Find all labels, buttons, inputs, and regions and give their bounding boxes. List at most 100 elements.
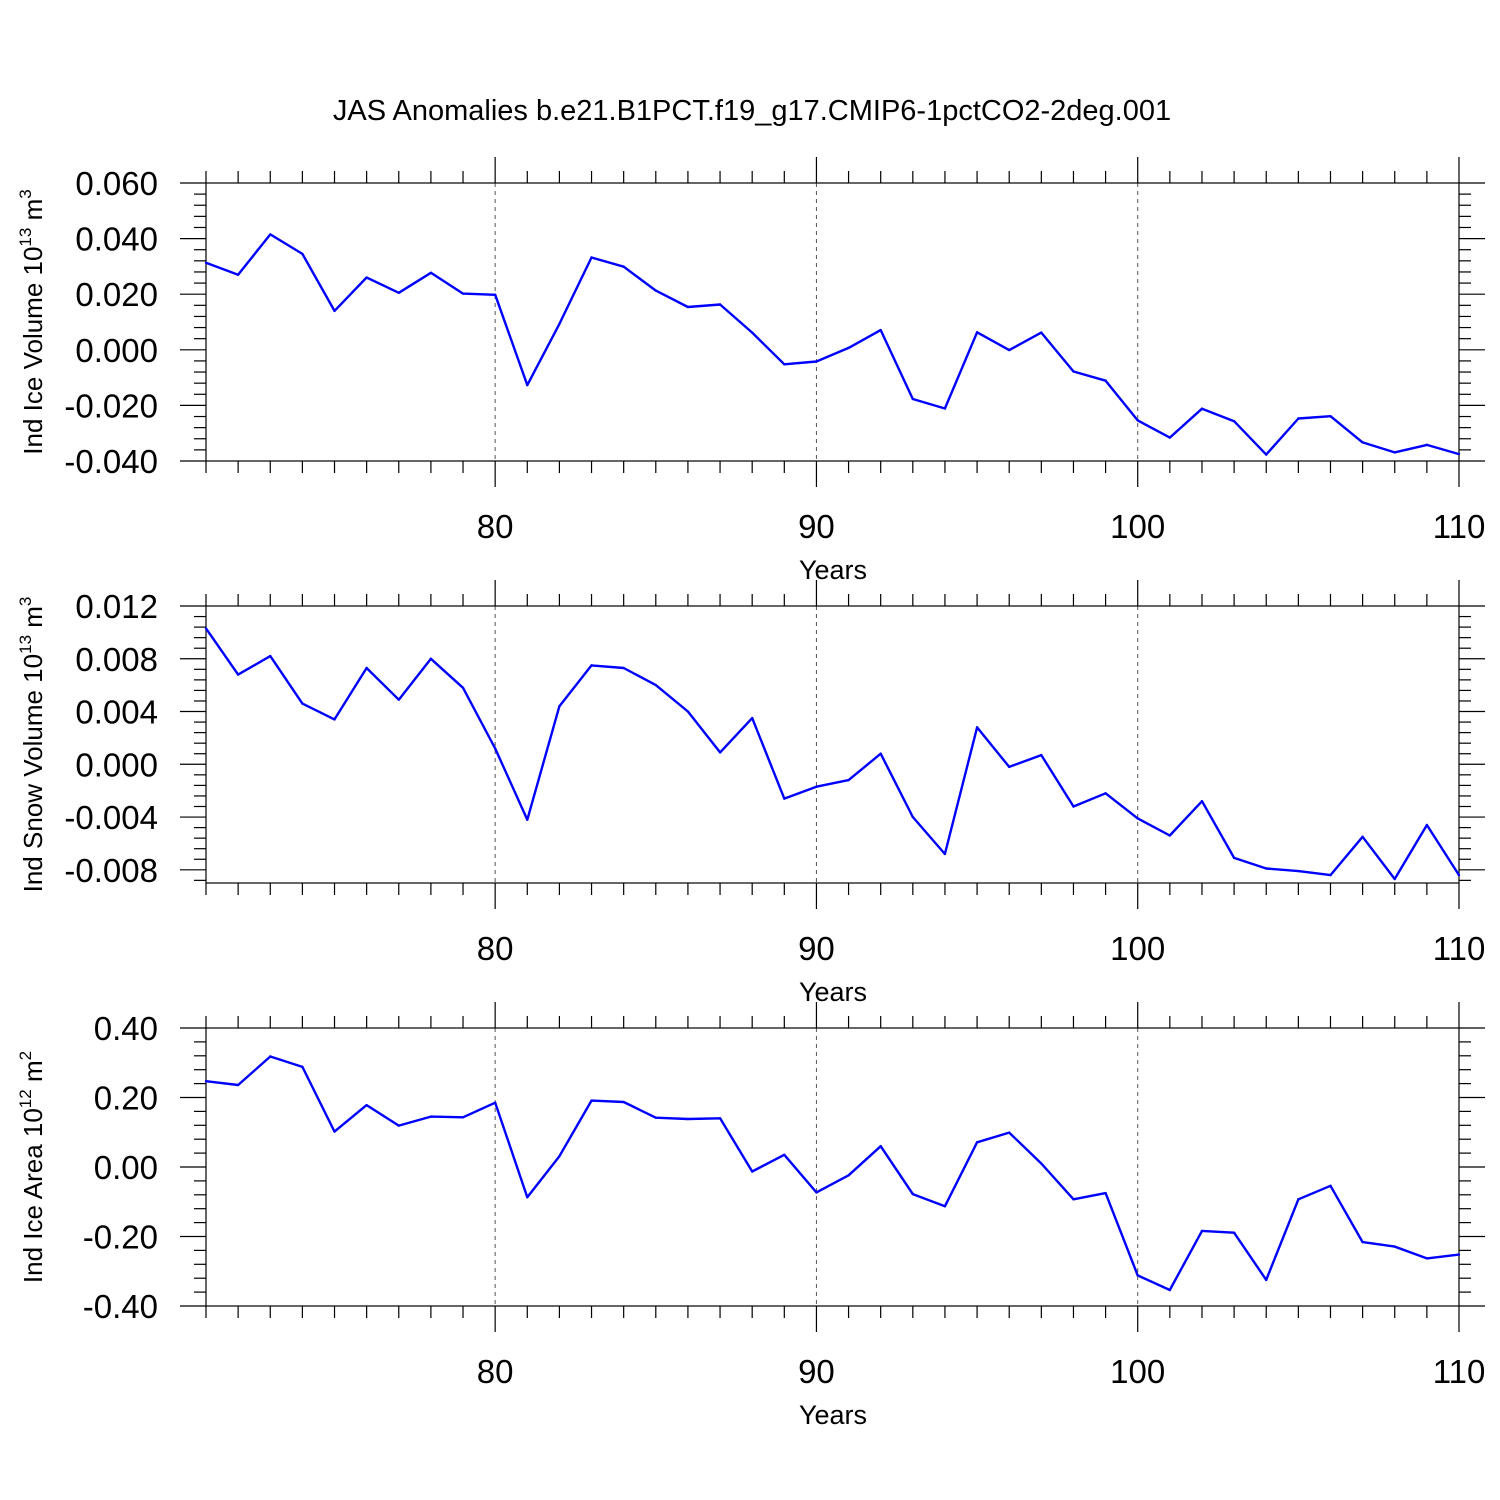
- data-point: [847, 778, 850, 782]
- y-tick-label: 0.20: [94, 1080, 158, 1117]
- data-point: [1168, 436, 1172, 439]
- y-axis-label: Ind Ice Volume 1013 m3: [16, 189, 48, 454]
- x-axis-label: Years: [799, 977, 867, 1007]
- data-point: [1200, 407, 1204, 410]
- x-tick-label: 100: [1110, 1353, 1165, 1390]
- data-point: [590, 256, 593, 259]
- data-point: [1297, 1198, 1300, 1201]
- data-point: [1232, 420, 1236, 423]
- data-point: [204, 627, 208, 630]
- data-point: [429, 657, 433, 660]
- data-point: [461, 1116, 465, 1119]
- plot-frame: [205, 1027, 1460, 1307]
- data-point: [718, 303, 722, 306]
- data-point: [1168, 1288, 1172, 1292]
- data-point: [526, 383, 529, 387]
- data-point: [493, 1101, 497, 1104]
- data-point: [654, 289, 657, 292]
- x-tick-label: 90: [798, 1353, 835, 1390]
- data-point: [1104, 1191, 1107, 1195]
- data-point: [1136, 817, 1139, 820]
- data-point: [333, 309, 336, 313]
- data-point: [879, 1144, 882, 1148]
- data-point: [750, 1170, 754, 1173]
- y-axis-label-part: Ind Ice Area 10: [18, 1108, 48, 1283]
- data-point: [269, 1055, 272, 1058]
- data-point: [397, 698, 400, 701]
- data-point: [526, 1196, 529, 1199]
- data-point: [686, 1117, 690, 1121]
- x-tick-label: 80: [477, 508, 514, 545]
- data-point: [879, 328, 882, 332]
- data-point: [943, 407, 947, 410]
- data-point: [1104, 379, 1107, 382]
- data-point: [1457, 452, 1461, 456]
- data-point: [815, 1191, 818, 1194]
- data-point: [1457, 873, 1461, 877]
- y-tick-label: 0.012: [75, 588, 158, 625]
- data-point: [1072, 1198, 1075, 1201]
- data-point: [815, 785, 818, 788]
- y-axis-label-part: m: [18, 1060, 48, 1089]
- x-tick-label: 80: [477, 930, 514, 967]
- data-point: [1200, 800, 1204, 803]
- data-point: [301, 1065, 304, 1069]
- data-point: [1425, 1257, 1429, 1260]
- data-point: [1361, 441, 1364, 444]
- data-point: [654, 683, 657, 687]
- data-point: [1265, 867, 1268, 870]
- data-point: [1457, 1253, 1461, 1256]
- y-tick-label: -0.40: [83, 1288, 158, 1325]
- y-tick-label: 0.040: [75, 221, 158, 258]
- data-point: [269, 233, 272, 236]
- y-tick-label: 0.000: [75, 332, 158, 369]
- x-tick-label: 100: [1110, 930, 1165, 967]
- data-point: [301, 702, 304, 705]
- data-point: [558, 705, 561, 708]
- data-point: [365, 1103, 368, 1107]
- data-point: [397, 291, 400, 295]
- data-point: [1393, 877, 1396, 881]
- data-point: [1040, 331, 1043, 334]
- data-point: [654, 1116, 657, 1119]
- data-point: [1040, 753, 1043, 757]
- data-point: [718, 1117, 722, 1120]
- data-point: [365, 276, 368, 279]
- data-point: [911, 397, 915, 401]
- data-point: [236, 673, 240, 676]
- figure-title: JAS Anomalies b.e21.B1PCT.f19_g17.CMIP6-…: [333, 95, 1171, 127]
- data-point: [622, 666, 625, 670]
- data-point: [590, 1099, 593, 1102]
- data-point: [847, 1174, 850, 1177]
- x-tick-label: 90: [798, 508, 835, 545]
- data-point: [269, 654, 272, 658]
- data-point: [1232, 1231, 1236, 1234]
- y-tick-label: 0.00: [94, 1149, 158, 1186]
- data-point: [1265, 1278, 1268, 1282]
- data-point: [590, 664, 593, 667]
- y-axis-label: Ind Snow Volume 1013 m3: [16, 597, 48, 893]
- data-point: [975, 1141, 979, 1144]
- panel-3: -0.40 -0.20 0.00 0.20 0.40 80 90 100 110 Years Ind…: [16, 1002, 1485, 1430]
- y-axis-label: Ind Ice Area 1012 m2: [16, 1051, 48, 1283]
- data-point: [783, 363, 786, 366]
- data-point: [783, 797, 786, 800]
- y-axis-label-part: 13: [16, 228, 35, 247]
- data-point: [750, 331, 754, 334]
- data-point: [1072, 805, 1075, 808]
- data-point: [1329, 415, 1332, 418]
- series-line: [205, 233, 1460, 456]
- y-axis-label-part: Ind Snow Volume 10: [18, 654, 48, 893]
- panel-2: -0.008 -0.004 0.000 0.004 0.008 0.012 80 90 100 1…: [16, 580, 1485, 1007]
- data-point: [204, 261, 208, 264]
- data-point: [429, 271, 433, 274]
- data-point: [1361, 1240, 1364, 1244]
- data-point: [750, 716, 754, 720]
- data-point: [236, 273, 240, 276]
- data-point: [1425, 823, 1429, 827]
- data-point: [1008, 1131, 1011, 1134]
- data-point: [1361, 835, 1364, 839]
- data-point: [1393, 451, 1396, 454]
- y-tick-label: -0.20: [83, 1219, 158, 1256]
